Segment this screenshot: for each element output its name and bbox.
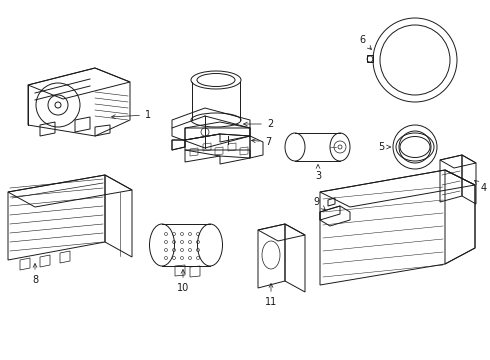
Text: 6: 6 <box>359 35 371 49</box>
Text: 10: 10 <box>177 270 189 293</box>
Text: 3: 3 <box>315 165 321 181</box>
Text: 5: 5 <box>378 142 391 152</box>
Text: 1: 1 <box>112 110 151 120</box>
Text: 9: 9 <box>313 197 325 210</box>
Text: 8: 8 <box>32 264 38 285</box>
Text: 2: 2 <box>244 119 273 129</box>
Text: 11: 11 <box>265 284 277 307</box>
Text: 4: 4 <box>475 180 487 193</box>
Text: 7: 7 <box>251 137 271 147</box>
